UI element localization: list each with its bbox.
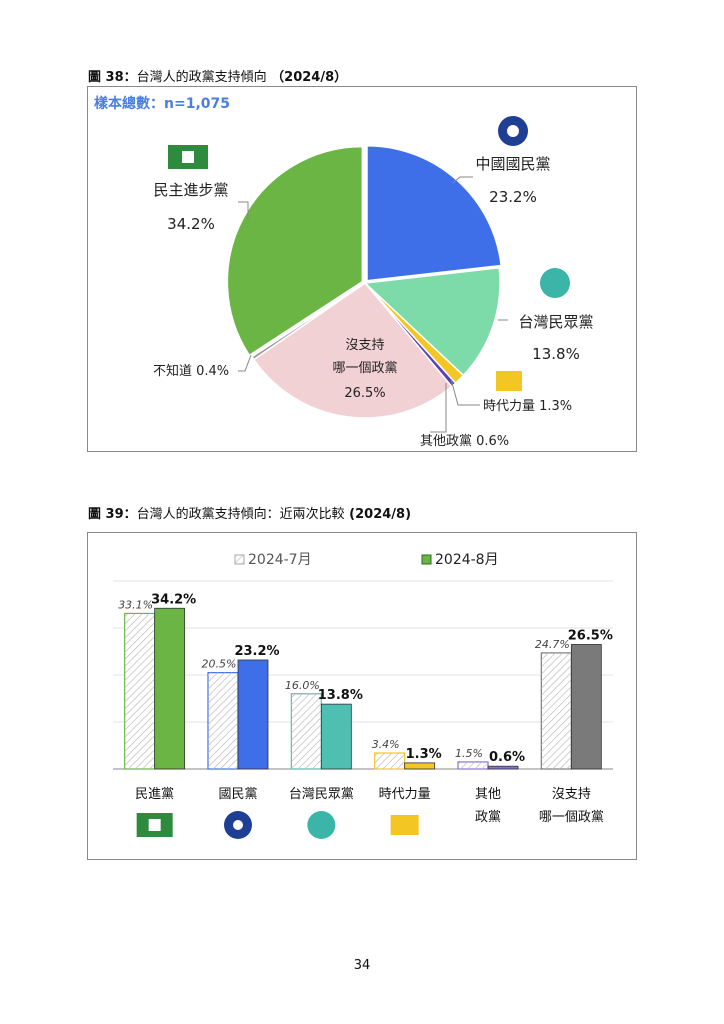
bar-chart: 2024-7月 2024-8月 33.1%34.2% 民進黨 20.5%23.2% 國民黨… (113, 552, 613, 839)
pie-label-npp: 時代力量 1.3% (483, 399, 572, 414)
bar-chart-frame: 2024-7月 2024-8月 33.1% 34.2% 民進黨 20.5% 23.2% 國民黨… (87, 532, 637, 860)
pie-label-kmt-value: 23.2% (489, 188, 537, 206)
dpp-logo-cross (182, 151, 194, 163)
bar-jul-hatch-0 (124, 613, 155, 769)
pie-label-tpp-value: 13.8% (532, 345, 580, 363)
legend-swatch-jul (234, 554, 245, 565)
figure-39-title: 圖 39：台灣人的政黨支持傾向：近兩次比較 (2024/8) (88, 503, 411, 522)
figure-38-number: 圖 38： (88, 70, 137, 85)
bar-aug-0 (154, 607, 186, 770)
bar-jul-label-0: 33.1% (118, 598, 153, 611)
figure-39-date: (2024/8) (349, 507, 412, 522)
dpp-logo-cross-bar (148, 819, 161, 831)
bar-aug-5 (570, 644, 602, 770)
category-label-5-1: 哪一個政黨 (539, 810, 604, 825)
bar-jul-hatch-4 (458, 761, 488, 769)
pie-leader-kmt (452, 176, 473, 184)
page-number: 34 (353, 958, 371, 973)
pie-label-none: 沒支持 (345, 338, 384, 353)
bar-jul-hatch-2 (291, 693, 322, 769)
npp-logo-icon (496, 371, 522, 391)
legend-label-jul: 2024-7月 (248, 552, 312, 568)
kmt-logo-sun-bar (233, 820, 243, 830)
bar-jul-label-3: 3.4% (372, 738, 400, 751)
pie-label-tpp: 台灣民眾黨 (518, 313, 593, 331)
pie-leader-other (430, 383, 447, 433)
pie-chart: 中國國民黨 23.2% 台灣民眾黨 13.8% 時代力量 1.3% 其他政黨 0.6% 沒支… (153, 116, 594, 449)
figure-38-date: （2024/8） (271, 70, 348, 85)
tpp-logo-icon (540, 268, 570, 298)
pie-leader-npp (450, 378, 480, 406)
bar-jul-hatch-1 (208, 672, 238, 769)
category-label-2-0: 台灣民眾黨 (289, 787, 354, 802)
category-label-0-0: 民進黨 (135, 787, 174, 802)
kmt-logo-sun (507, 125, 519, 137)
pie-label-unknown: 不知道 0.4% (153, 363, 229, 379)
legend-swatch-aug (421, 554, 432, 565)
bar-aug-label-5: 26.5% (568, 628, 613, 643)
pie-label-none-value: 26.5% (344, 386, 385, 401)
bar-jul-hatch-5 (541, 652, 572, 769)
bar-aug-label-4: 0.6% (489, 750, 525, 765)
category-label-4-0: 其他 (475, 787, 501, 802)
pie-label-other: 其他政黨 0.6% (420, 434, 509, 449)
pie-label-none-2: 哪一個政黨 (332, 361, 397, 376)
legend-label-aug: 2024-8月 (435, 552, 499, 568)
bar-aug-2 (320, 703, 352, 770)
sample-size-label: 樣本總數：n=1,075 (94, 96, 230, 112)
figure-39-caption: 台灣人的政黨支持傾向：近兩次比較 (136, 507, 345, 522)
pie-slice-6 (226, 145, 364, 357)
tpp-logo-circle (540, 268, 570, 298)
pie-label-kmt: 中國國民黨 (475, 155, 550, 173)
figure-38-caption: 台灣人的政黨支持傾向 (136, 70, 267, 85)
category-label-1-0: 國民黨 (218, 787, 257, 802)
bar-aug-label-2: 13.8% (318, 688, 363, 703)
tpp-logo-icon-bar (307, 811, 336, 839)
pie-chart-frame: 樣本總數：n=1,075 中國國民黨 23.2% 台灣民眾黨 13.8% 時代力量 1.… (87, 86, 637, 452)
pie-slice-4 (252, 281, 453, 419)
bar-jul-label-4: 1.5% (455, 747, 483, 760)
bar-aug-label-1: 23.2% (234, 644, 279, 659)
bar-aug-1 (237, 659, 269, 770)
bar-aug-3 (404, 762, 436, 770)
category-label-5-0: 沒支持 (552, 787, 591, 802)
pie-slice-1 (363, 266, 501, 377)
bar-jul-hatch-3 (374, 753, 405, 769)
bar-jul-label-5: 24.7% (535, 638, 570, 651)
pie-leader-unknown (238, 354, 252, 372)
bar-jul-label-1: 20.5% (202, 658, 237, 671)
pie-label-dpp: 民主進步黨 (153, 181, 228, 199)
npp-logo-icon-bar (390, 815, 419, 835)
pie-leader-dpp (238, 201, 249, 219)
pie-label-dpp-value: 34.2% (167, 215, 215, 233)
pie-slice-5 (250, 282, 366, 361)
dpp-logo-icon (168, 145, 208, 169)
category-label-3-0: 時代力量 (379, 787, 431, 802)
bar-jul-label-2: 16.0% (285, 679, 320, 692)
bar-aug-label-0: 34.2% (151, 592, 196, 607)
figure-39-number: 圖 39： (88, 507, 137, 522)
bar-aug-4 (487, 765, 519, 770)
category-label-4-1: 政黨 (475, 810, 501, 825)
bar-aug-label-3: 1.3% (406, 747, 442, 762)
figure-38-title: 圖 38：台灣人的政黨支持傾向 （2024/8） (88, 66, 347, 85)
kmt-logo-icon (498, 116, 528, 146)
